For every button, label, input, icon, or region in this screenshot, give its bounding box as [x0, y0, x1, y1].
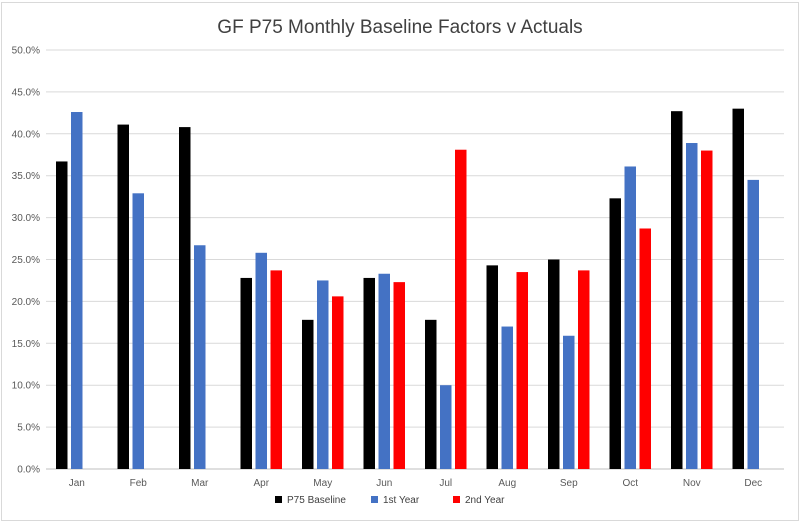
x-tick-label: Mar — [191, 478, 209, 489]
bar-2nd-year-sep — [578, 270, 590, 469]
x-tick-label: Jul — [439, 478, 452, 489]
bar-2nd-year-may — [332, 296, 344, 469]
bar-2nd-year-jul — [455, 149, 467, 470]
bar-1st-year-nov — [686, 143, 698, 469]
bar-1st-year-feb — [132, 193, 144, 469]
y-tick-label: 20.0% — [12, 297, 40, 308]
bar-1st-year-may — [317, 280, 329, 469]
bar-chart: GF P75 Monthly Baseline Factors v Actual… — [12, 17, 784, 506]
bar-2nd-year-oct — [639, 228, 651, 469]
y-tick-label: 50.0% — [12, 46, 40, 57]
bar-p75-baseline-dec — [732, 108, 744, 469]
x-tick-label: Sep — [560, 478, 578, 489]
y-axis-tick-labels: 0.0% 5.0% 10.0% 15.0% 20.0% 25.0% 30.0% 35.0% 40… — [12, 46, 40, 476]
x-tick-label: Jun — [376, 478, 392, 489]
legend-swatch — [371, 496, 378, 503]
x-tick-label: Feb — [130, 478, 148, 489]
bar-p75-baseline-mar — [179, 127, 191, 469]
bar-1st-year-oct — [624, 166, 636, 469]
bar-1st-year-jan — [71, 112, 83, 470]
bar-p75-baseline-nov — [671, 111, 683, 469]
bar-2nd-year-jun — [393, 282, 405, 469]
bar-1st-year-jul — [440, 385, 452, 469]
y-tick-label: 25.0% — [12, 255, 40, 266]
x-tick-label: May — [313, 478, 332, 489]
bar-p75-baseline-may — [302, 319, 314, 469]
bar-2nd-year-aug — [516, 272, 528, 469]
bar-1st-year-sep — [563, 335, 575, 469]
bar-2nd-year-apr — [270, 270, 282, 469]
legend-swatch — [453, 496, 460, 503]
legend-swatch — [275, 496, 282, 503]
bar-p75-baseline-jun — [363, 277, 375, 469]
bar-1st-year-mar — [194, 245, 206, 469]
bar-p75-baseline-apr — [240, 277, 252, 469]
bar-1st-year-dec — [747, 179, 759, 469]
chart-title: GF P75 Monthly Baseline Factors v Actual… — [217, 17, 582, 38]
legend-label: P75 Baseline — [287, 495, 346, 506]
bar-1st-year-jun — [378, 273, 390, 469]
bar-p75-baseline-oct — [609, 198, 621, 470]
bar-p75-baseline-sep — [548, 259, 560, 469]
bar-1st-year-aug — [501, 326, 513, 469]
bar-p75-baseline-jan — [56, 161, 68, 470]
x-tick-label: Dec — [744, 478, 762, 489]
legend: P75 Baseline 1st Year 2nd Year — [275, 495, 505, 506]
bar-2nd-year-nov — [701, 150, 713, 469]
y-tick-label: 35.0% — [12, 171, 40, 182]
gridlines — [46, 49, 784, 470]
x-axis-tick-labels: Jan Feb Mar Apr May Jun Jul Aug Sep Oct Nov Dec — [69, 478, 762, 489]
legend-label: 2nd Year — [465, 495, 505, 506]
y-tick-label: 40.0% — [12, 129, 40, 140]
x-tick-label: Aug — [498, 478, 516, 489]
y-tick-label: 15.0% — [12, 339, 40, 350]
y-tick-label: 10.0% — [12, 381, 40, 392]
legend-label: 1st Year — [383, 495, 420, 506]
x-tick-label: Nov — [683, 478, 701, 489]
bar-p75-baseline-feb — [117, 124, 129, 469]
x-tick-label: Jan — [69, 478, 85, 489]
bar-1st-year-apr — [255, 252, 267, 469]
y-tick-label: 5.0% — [17, 423, 40, 434]
bars — [56, 108, 759, 470]
bar-p75-baseline-jul — [425, 319, 437, 469]
y-tick-label: 0.0% — [17, 465, 40, 476]
x-tick-label: Apr — [253, 478, 269, 489]
y-tick-label: 30.0% — [12, 213, 40, 224]
x-tick-label: Oct — [622, 478, 638, 489]
y-tick-label: 45.0% — [12, 87, 40, 98]
bar-p75-baseline-aug — [486, 265, 498, 469]
